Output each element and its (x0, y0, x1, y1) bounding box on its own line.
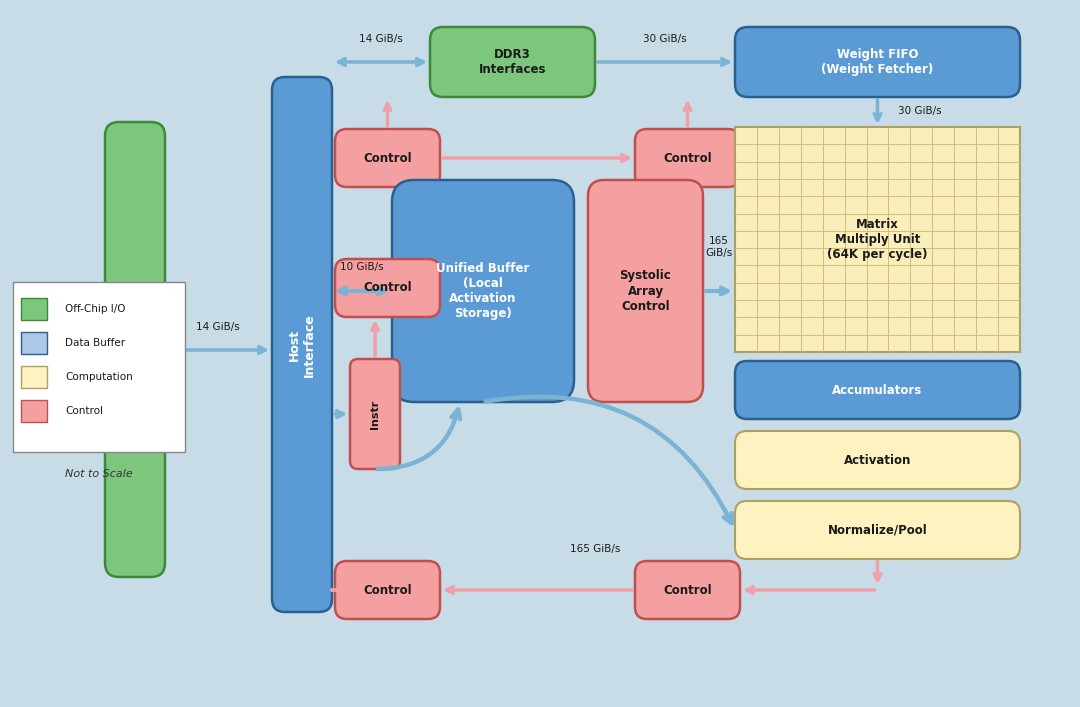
Text: 14 GiB/s: 14 GiB/s (36, 322, 80, 332)
FancyBboxPatch shape (735, 27, 1020, 97)
FancyBboxPatch shape (392, 180, 573, 402)
FancyBboxPatch shape (588, 180, 703, 402)
Text: 30 GiB/s: 30 GiB/s (644, 34, 687, 44)
Text: Activation: Activation (843, 453, 912, 467)
Text: Accumulators: Accumulators (833, 383, 922, 397)
Text: DDR3
Interfaces: DDR3 Interfaces (478, 48, 546, 76)
Bar (735, 127, 1020, 352)
Bar (21, 332, 48, 354)
Text: Control: Control (363, 281, 411, 295)
Bar (21, 298, 48, 320)
Text: Systolic
Array
Control: Systolic Array Control (620, 269, 672, 312)
Text: PCIe
Interface: PCIe Interface (121, 318, 149, 382)
Text: Host
Interface: Host Interface (288, 313, 316, 377)
Text: 14 GiB/s: 14 GiB/s (360, 34, 403, 44)
Bar (21, 400, 48, 422)
FancyBboxPatch shape (735, 431, 1020, 489)
Bar (21, 366, 48, 388)
FancyBboxPatch shape (635, 129, 740, 187)
Text: Instr: Instr (370, 399, 380, 428)
FancyBboxPatch shape (272, 77, 332, 612)
Text: Unified Buffer
(Local
Activation
Storage): Unified Buffer (Local Activation Storage… (436, 262, 529, 320)
Text: 30 GiB/s: 30 GiB/s (899, 106, 942, 116)
Text: 10 GiB/s: 10 GiB/s (340, 262, 383, 272)
FancyBboxPatch shape (635, 561, 740, 619)
Text: Control: Control (363, 151, 411, 165)
Text: Data Buffer: Data Buffer (65, 338, 125, 348)
FancyBboxPatch shape (735, 361, 1020, 419)
FancyBboxPatch shape (335, 561, 440, 619)
Bar (13, 282, 185, 452)
FancyBboxPatch shape (105, 122, 165, 577)
Text: Not to Scale: Not to Scale (65, 469, 133, 479)
Text: 14 GiB/s: 14 GiB/s (197, 322, 240, 332)
Text: Off-Chip I/O: Off-Chip I/O (65, 304, 125, 314)
Text: 165
GiB/s: 165 GiB/s (705, 236, 732, 258)
Text: Control: Control (363, 583, 411, 597)
Text: 165 GiB/s: 165 GiB/s (570, 544, 620, 554)
Text: Computation: Computation (65, 372, 133, 382)
Text: Weight FIFO
(Weight Fetcher): Weight FIFO (Weight Fetcher) (822, 48, 933, 76)
Text: Control: Control (663, 583, 712, 597)
FancyBboxPatch shape (350, 359, 400, 469)
Text: Control: Control (663, 151, 712, 165)
FancyBboxPatch shape (735, 501, 1020, 559)
FancyBboxPatch shape (335, 129, 440, 187)
Text: Normalize/Pool: Normalize/Pool (827, 523, 928, 537)
FancyBboxPatch shape (335, 259, 440, 317)
Text: Control: Control (65, 406, 103, 416)
FancyBboxPatch shape (430, 27, 595, 97)
Text: Matrix
Multiply Unit
(64K per cycle): Matrix Multiply Unit (64K per cycle) (827, 218, 928, 261)
